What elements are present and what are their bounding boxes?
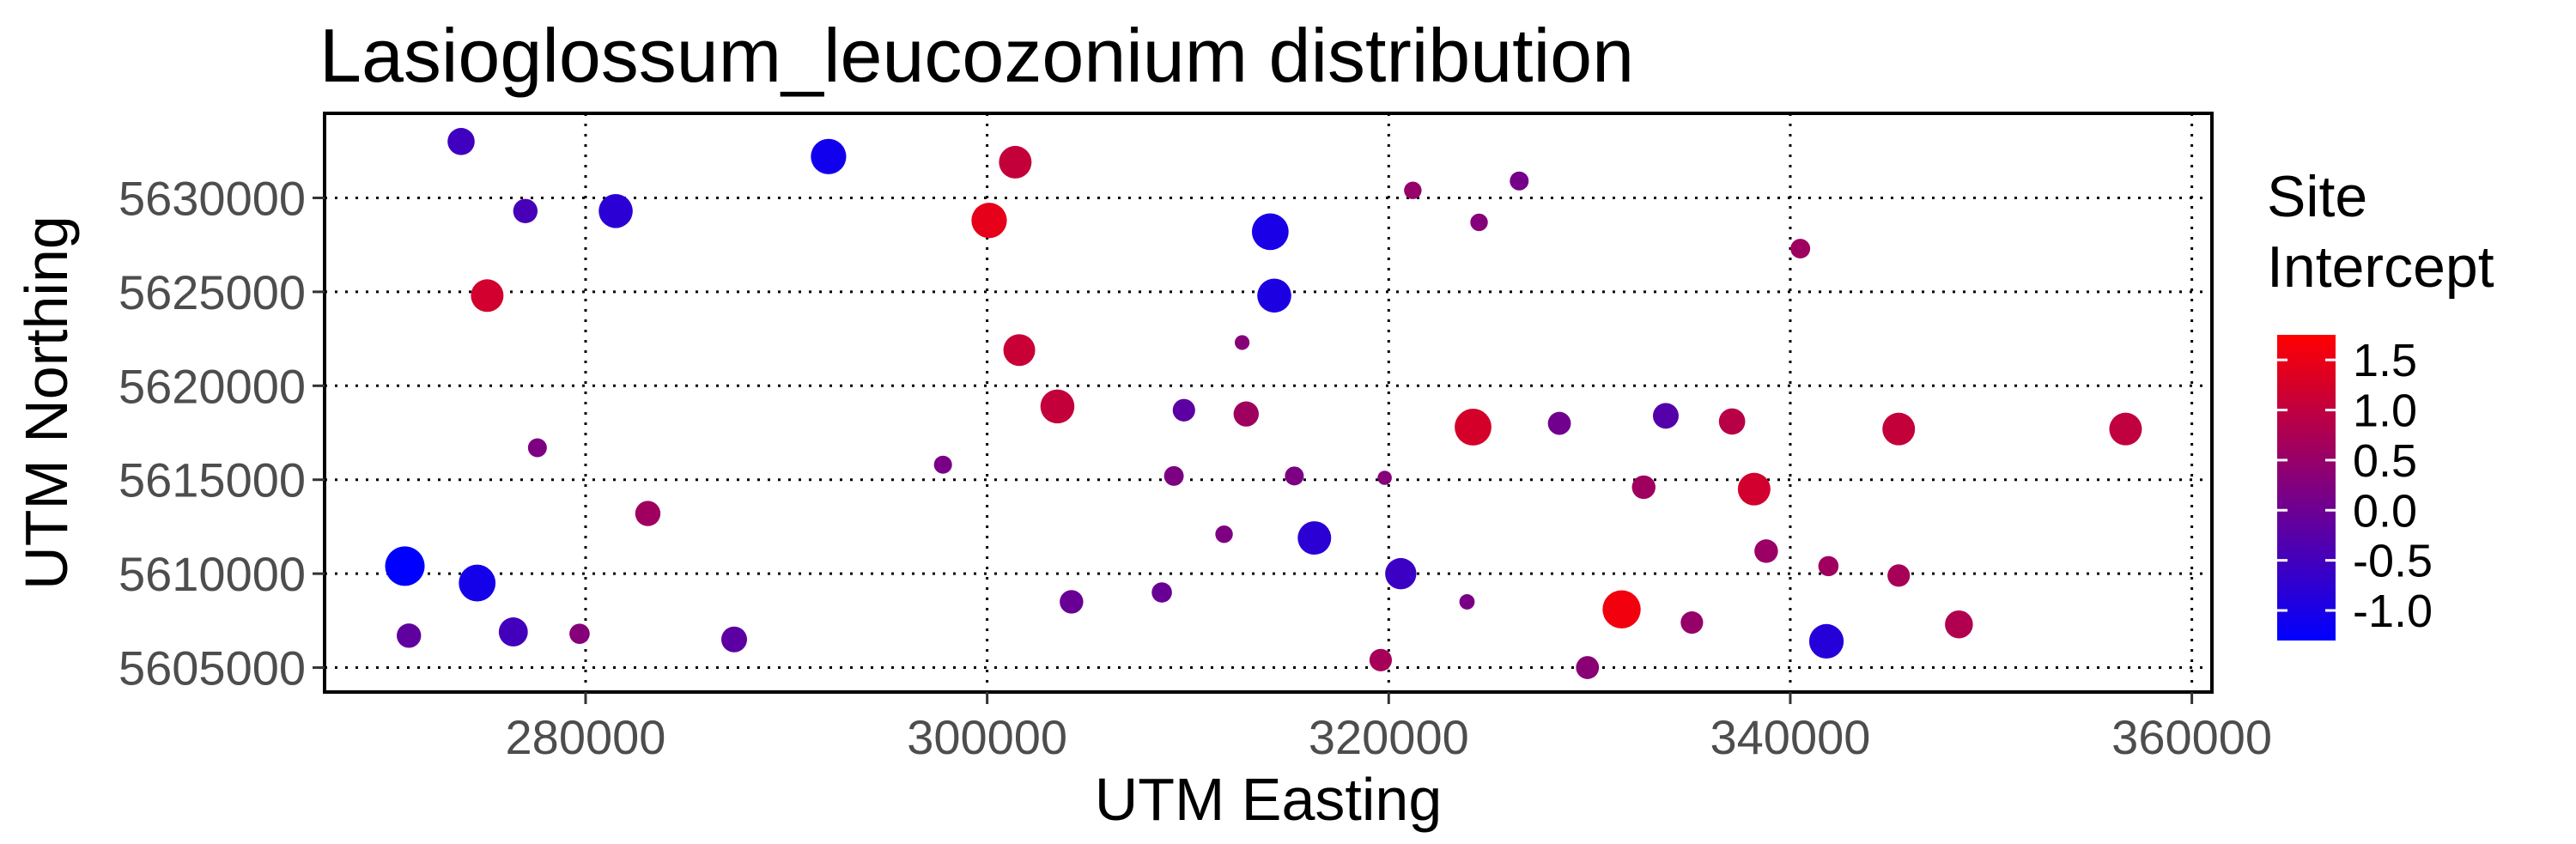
y-tick-label: 5630000 — [118, 171, 306, 225]
legend-tick-label: 1.5 — [2353, 335, 2417, 386]
data-point — [999, 145, 1032, 179]
x-tick-label: 340000 — [1710, 710, 1871, 764]
legend-title-line-1: Site — [2267, 164, 2367, 229]
data-point — [2109, 412, 2142, 446]
data-point — [1602, 590, 1641, 628]
chart-title: Lasioglossum_leucozonium distribution — [319, 13, 1634, 98]
x-tick-label: 320000 — [1309, 710, 1469, 764]
x-tick-label: 300000 — [907, 710, 1067, 764]
legend-tick-label: 1.0 — [2353, 386, 2417, 437]
data-point — [1510, 171, 1529, 191]
data-point — [1470, 213, 1488, 232]
y-axis-ticks: 5605000 5610000 5615000 5620000 5625000 56300… — [118, 171, 325, 695]
data-point — [1790, 239, 1811, 259]
data-point — [1718, 408, 1746, 435]
data-point — [1754, 539, 1778, 563]
data-point — [1887, 564, 1911, 587]
data-point — [1040, 389, 1075, 424]
x-tick-label: 360000 — [2111, 710, 2272, 764]
x-axis-ticks: 280000 300000 320000 340000 360000 — [506, 692, 2272, 764]
data-point — [1576, 656, 1600, 679]
data-point — [971, 203, 1007, 239]
data-point — [513, 198, 538, 223]
data-point — [933, 455, 952, 474]
data-points — [385, 128, 2142, 679]
data-point — [1215, 525, 1233, 543]
data-point — [397, 623, 422, 648]
x-tick-label: 280000 — [506, 710, 666, 764]
data-point — [1680, 610, 1704, 635]
data-point — [569, 623, 590, 644]
data-point — [527, 438, 547, 458]
legend: Site Intercept 1.51.00.50.0-0.5-1.0 — [2267, 164, 2494, 641]
data-point — [1003, 334, 1036, 367]
legend-tick-label: 0.5 — [2353, 435, 2417, 487]
y-tick-label: 5610000 — [118, 547, 306, 601]
data-point — [1385, 557, 1417, 590]
data-point — [1377, 471, 1392, 485]
legend-colorbar — [2277, 335, 2336, 641]
data-point — [1404, 181, 1422, 199]
data-point — [1808, 623, 1844, 659]
data-point — [598, 193, 633, 228]
x-gridlines — [584, 113, 2194, 692]
data-point — [471, 279, 504, 313]
data-point — [1235, 335, 1250, 350]
data-point — [1945, 610, 1973, 639]
data-point — [1369, 648, 1393, 671]
y-tick-label: 5615000 — [118, 453, 306, 507]
data-point — [1060, 590, 1084, 614]
data-point — [447, 128, 475, 155]
data-point — [1233, 401, 1259, 427]
data-point — [1297, 521, 1332, 556]
data-point — [1882, 412, 1916, 446]
data-point — [1151, 582, 1172, 603]
legend-tick-label: -0.5 — [2353, 536, 2433, 587]
y-axis-title: UTM Northing — [13, 216, 80, 590]
data-point — [1251, 213, 1289, 251]
legend-title-line-2: Intercept — [2267, 234, 2494, 300]
legend-tick-label: -1.0 — [2353, 586, 2433, 637]
data-point — [1459, 594, 1475, 610]
data-point — [1818, 556, 1839, 577]
plot-panel — [323, 112, 2214, 694]
data-point — [459, 564, 496, 602]
data-point — [1737, 472, 1771, 506]
data-point — [1652, 403, 1679, 429]
y-tick-label: 5605000 — [118, 641, 306, 695]
data-point — [811, 138, 847, 174]
data-point — [1172, 398, 1195, 422]
y-tick-label: 5625000 — [118, 265, 306, 319]
x-axis-title: UTM Easting — [1095, 766, 1443, 833]
legend-tick-label: 0.0 — [2353, 485, 2417, 537]
data-point — [498, 617, 528, 647]
panel-background — [325, 113, 2212, 692]
data-point — [1631, 475, 1656, 500]
panel-border — [323, 112, 2214, 694]
legend-ticks: 1.51.00.50.0-0.5-1.0 — [2277, 335, 2433, 637]
data-point — [385, 546, 425, 586]
data-point — [635, 501, 661, 526]
data-point — [1547, 411, 1571, 435]
data-point — [1285, 466, 1304, 486]
data-point — [1163, 465, 1184, 486]
y-tick-label: 5620000 — [118, 359, 306, 413]
data-point — [1455, 409, 1492, 446]
data-point — [1257, 278, 1291, 313]
data-point — [721, 626, 748, 653]
